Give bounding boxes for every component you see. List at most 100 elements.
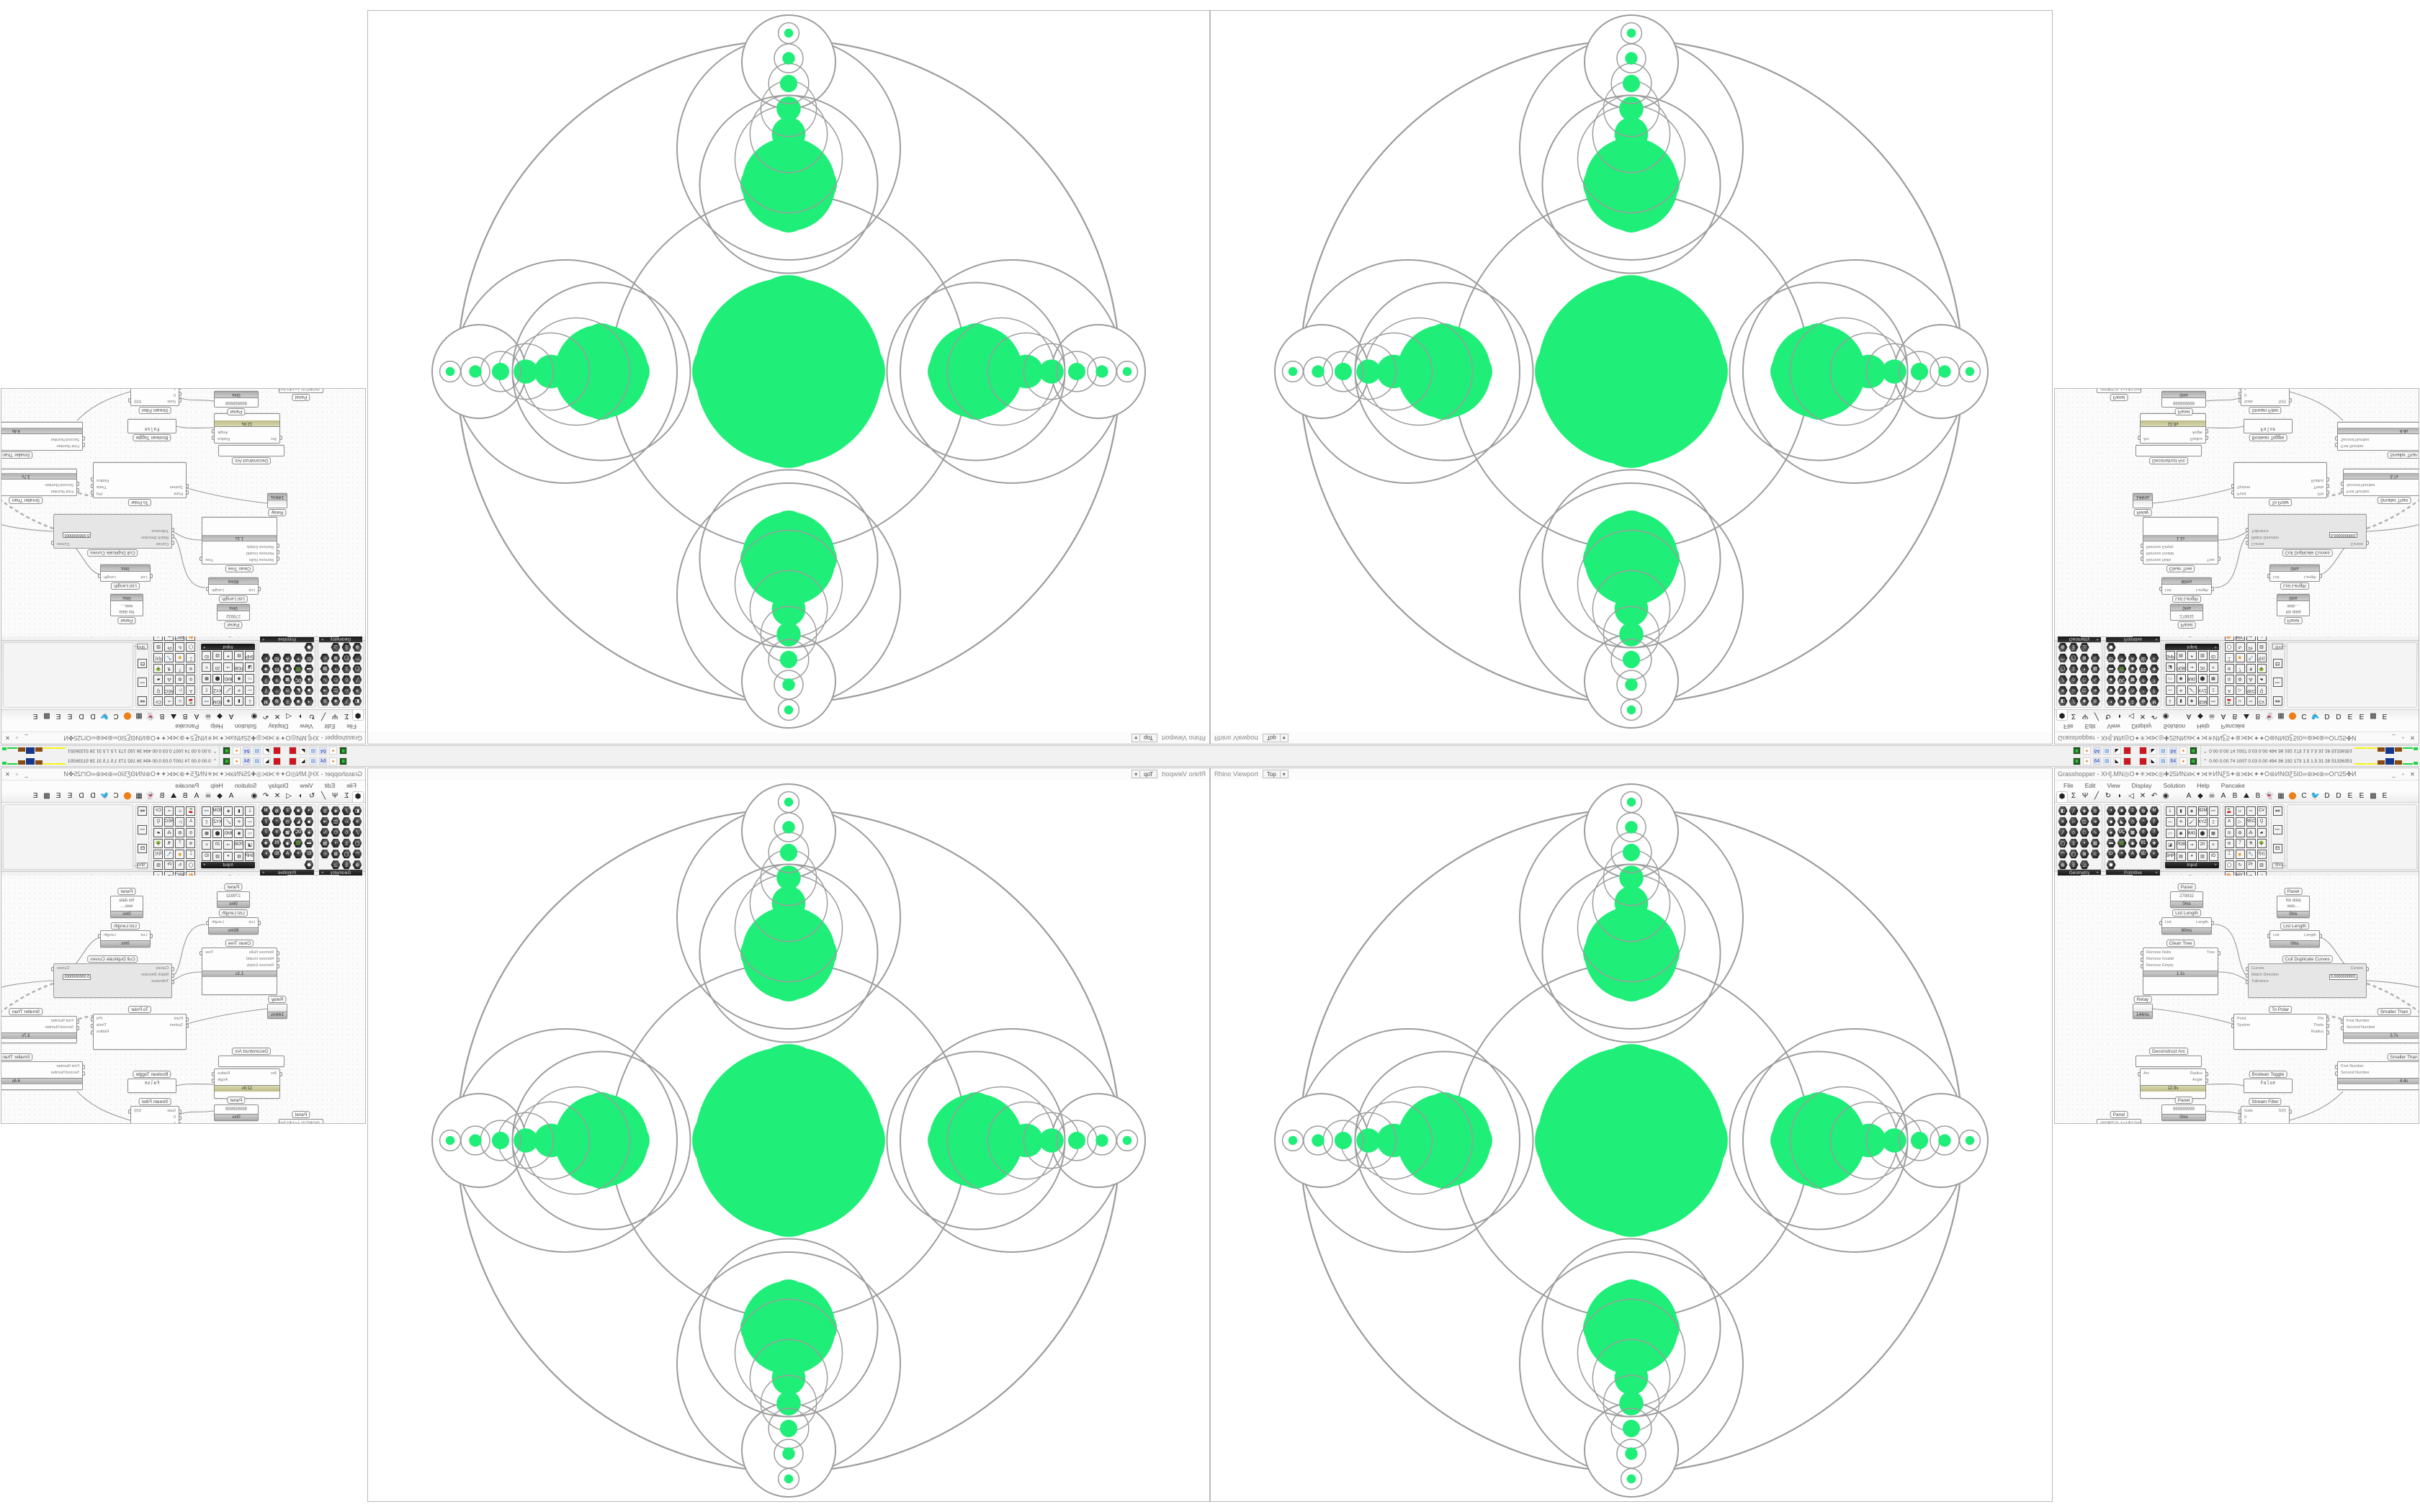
comp-paint[interactable]: 🖌 xyxy=(223,817,233,827)
comp-rotate[interactable]: ↻ xyxy=(175,860,185,870)
comp-geom-pipe[interactable]: ⊂ xyxy=(320,849,330,859)
tab-maths[interactable]: Σ xyxy=(344,712,349,720)
node-boolean-toggle[interactable]: Boolean Toggle False xyxy=(2244,419,2293,441)
comp-cherries[interactable]: 🍒 xyxy=(2224,696,2234,706)
tab-plugin-bird[interactable]: 🐦 xyxy=(99,712,109,720)
comp-seven2[interactable]: 7 xyxy=(2235,664,2245,674)
comp-seven2[interactable]: 7 xyxy=(175,664,185,674)
tab-plugin-c[interactable]: C xyxy=(113,792,119,800)
comp-axis[interactable]: ⁂ xyxy=(164,675,174,685)
comp-eraser[interactable]: ▰ xyxy=(2257,675,2267,685)
comp-01[interactable]: 01 xyxy=(2138,664,2148,674)
comp-img[interactable]: IMG xyxy=(223,829,233,839)
comp-seven[interactable]: 7 xyxy=(261,827,271,837)
tab-params[interactable]: ⬢ xyxy=(352,710,364,721)
comp-magnet[interactable]: ∪ xyxy=(175,806,185,816)
comp-shortcut-c[interactable]: 🎞 xyxy=(138,843,148,853)
comp-axis[interactable]: ⁂ xyxy=(164,827,174,837)
menu-item-pancake[interactable]: Pancake xyxy=(2220,723,2245,730)
comp-spiral[interactable]: ◎ xyxy=(186,675,196,685)
node-input-label[interactable]: Second Number xyxy=(2347,482,2375,487)
rhino-icon[interactable]: ◣ xyxy=(2148,757,2157,765)
comp-flask[interactable]: ⚗ xyxy=(2246,664,2256,674)
comp-spiral[interactable]: ◎ xyxy=(186,827,196,837)
comp-id[interactable]: ID xyxy=(2138,653,2148,663)
tab-plugin-leaf[interactable]: ◆ xyxy=(217,792,223,800)
comp-fx[interactable]: f(x) xyxy=(2257,653,2267,663)
comp-solid[interactable]: ◍ xyxy=(2058,642,2068,652)
comp-line[interactable]: ╱ xyxy=(352,827,362,837)
comp-cs[interactable]: C/ xyxy=(304,653,314,663)
menu-item-view[interactable]: View xyxy=(300,782,313,789)
node-panel-sqrt[interactable]: Panel(SQRT(2)-1÷1/512)^1 xyxy=(278,389,323,401)
comp-a[interactable]: A xyxy=(282,653,292,663)
comp-line[interactable]: ╱ xyxy=(2058,675,2068,685)
comp-egg[interactable]: ◯ xyxy=(186,860,196,870)
comp-flask[interactable]: ⚗ xyxy=(164,838,174,848)
comp-shader[interactable]: ▩ xyxy=(282,827,292,837)
output-pin[interactable] xyxy=(2319,574,2322,578)
node-cull-duplicate-curves[interactable]: Cull Duplicate Curves 0.0000000001 Curves C… xyxy=(51,514,174,557)
node-output-label[interactable]: Phi xyxy=(97,1017,102,1021)
tab-transform[interactable]: ↶ xyxy=(2151,712,2158,720)
taskbar-icon-group[interactable]: ▣ ◕ 64 ▤ ◣ ❁ ❁ ◣ ▤ 64 ◕ ▣ xyxy=(2072,757,2200,765)
comp-id-tag[interactable]: ID xyxy=(2208,651,2218,661)
tab-plugin-mount[interactable]: ⛰ xyxy=(2243,712,2250,720)
node-input-label[interactable]: Remove Invalid xyxy=(2146,551,2174,555)
input-pin[interactable] xyxy=(179,1116,182,1120)
comp-shortcut-a[interactable]: 🕶 xyxy=(138,696,148,706)
comp-record[interactable]: REC xyxy=(2246,685,2256,696)
comp-paint[interactable]: 🖌 xyxy=(223,685,233,695)
node-input-label[interactable]: Gate xyxy=(167,399,176,403)
comp-clock[interactable]: ◕ xyxy=(223,651,233,661)
comp-guid[interactable]: ÜÇ xyxy=(293,827,303,837)
comp-twist[interactable]: ∿ xyxy=(320,827,330,837)
comp-quote[interactable]: ❝ xyxy=(293,653,303,663)
node-output-label[interactable]: Length xyxy=(212,920,224,924)
rhino-icon[interactable]: ◣ xyxy=(2148,747,2157,755)
node-relay-1[interactable]: Relay 144ms xyxy=(267,996,287,1019)
node-input-label[interactable]: Remove Nulls xyxy=(248,557,274,562)
node-input-label[interactable]: List xyxy=(2273,575,2280,579)
input-pin[interactable] xyxy=(171,967,174,971)
raspberry-pi-icon[interactable]: ❁ xyxy=(2123,757,2131,765)
comp-id[interactable]: ID xyxy=(272,653,282,663)
comp-curve-graph[interactable]: ◪ xyxy=(245,840,255,850)
node-arc[interactable]: Arc Radius Angle 12.9s xyxy=(212,1068,282,1099)
node-deconstruct-arc[interactable]: Deconstruct Arc xyxy=(218,445,284,464)
comp-circle[interactable]: ◯ xyxy=(352,664,362,674)
tab-plugin-grid[interactable]: ▦ xyxy=(135,792,143,800)
node-output-label[interactable]: Angle xyxy=(2192,430,2202,434)
comp-bar[interactable]: ▬ xyxy=(2106,664,2116,674)
comp-mesh-face[interactable]: ▨ xyxy=(2090,664,2100,674)
node-input-label[interactable]: First Number xyxy=(56,444,79,448)
node-input-label[interactable]: Curves xyxy=(2251,541,2264,546)
comp-shader[interactable]: ▩ xyxy=(282,675,292,685)
node-panel-sqrt[interactable]: Panel(SQRT(2)-1÷1/512)^1 xyxy=(2097,389,2142,401)
comp-import-coord[interactable]: ⇝ xyxy=(2187,662,2197,672)
node-panel-nodata[interactable]: Panel No data was… 0ms xyxy=(110,594,143,624)
terminal-icon[interactable]: ▣ xyxy=(339,747,348,755)
comp-solid[interactable]: ◍ xyxy=(352,642,362,652)
rhino-icon[interactable]: ◣ xyxy=(299,757,308,765)
comp-black[interactable]: ⬣ xyxy=(2106,642,2116,652)
comp-id-tag[interactable]: ID xyxy=(202,651,212,661)
comp-pr[interactable]: Pr xyxy=(164,860,174,870)
ribbon-panel-extra[interactable]: 🕶 👓 🎞 Sho… xyxy=(2271,642,2287,708)
menu-item-pancake[interactable]: Pancake xyxy=(175,782,200,789)
comp-clock[interactable]: ◕ xyxy=(2187,651,2197,661)
comp-mesh[interactable]: ◈ xyxy=(331,806,341,816)
tab-plugin-b[interactable]: B xyxy=(182,792,188,800)
node-input-label[interactable]: List xyxy=(248,920,255,924)
comp-sphere2[interactable]: ⬤ xyxy=(212,829,223,839)
node-input-label[interactable]: Point xyxy=(174,491,183,495)
comp-mesh-face[interactable]: ▨ xyxy=(320,664,330,674)
output-pin[interactable] xyxy=(2326,477,2329,482)
comp-mesh[interactable]: ◈ xyxy=(2079,696,2089,706)
calculator-icon[interactable]: ▤ xyxy=(2159,757,2167,765)
comp-list[interactable]: ▤ xyxy=(234,651,244,661)
input-pin[interactable] xyxy=(258,587,261,591)
tab-plugin-e2[interactable]: E xyxy=(55,712,61,720)
tab-plugin-ghost[interactable]: 👻 xyxy=(2264,712,2275,720)
